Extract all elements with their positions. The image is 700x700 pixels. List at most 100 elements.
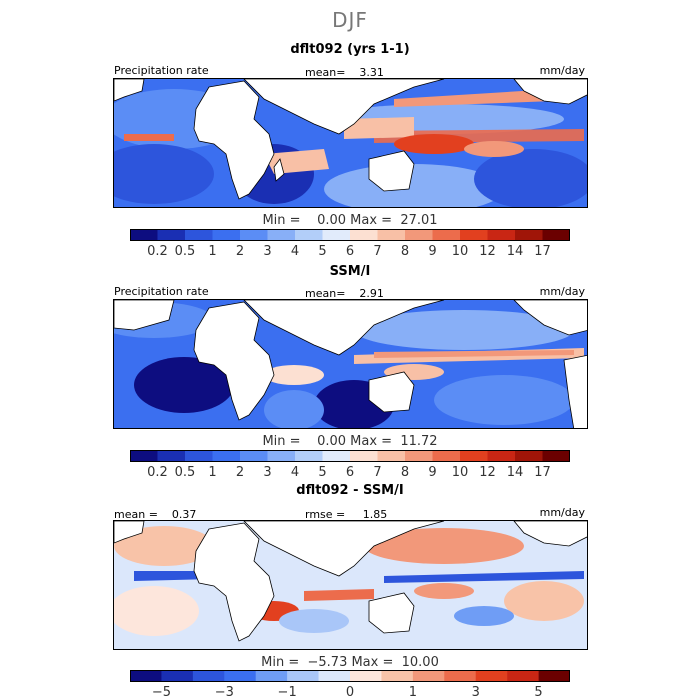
colorbar-swatch — [161, 670, 194, 682]
colorbar-swatch — [515, 450, 543, 462]
panel-3-minmax: Min = −5.73 Max = 10.00 — [261, 655, 439, 670]
colorbar-tick-label: 7 — [373, 465, 381, 478]
colorbar-tick-label: 7 — [373, 244, 381, 257]
colorbar-tick-label: 9 — [428, 244, 436, 257]
panel-3-map — [113, 520, 588, 650]
colorbar-tick-label: 12 — [479, 465, 496, 478]
panel-1-colorbar: 0.2 0.5 1 2 3 4 5 6 7 8 9 10 12 14 17 — [130, 229, 570, 257]
panel-1-minmax: Min = 0.00 Max = 27.01 — [262, 213, 438, 228]
colorbar-tick-label: 1 — [409, 685, 417, 698]
colorbar-swatch — [267, 450, 296, 462]
panel-1-stat: mean= 3.31 — [305, 66, 384, 79]
panel-1-title: dflt092 (yrs 1-1) — [290, 42, 410, 57]
colorbar-tick-label: 8 — [401, 244, 409, 257]
colorbar-swatch — [295, 450, 323, 462]
colorbar-tick-label: 6 — [346, 244, 354, 257]
panel-3-colorbar: −5 −3 −1 0 1 3 5 — [130, 670, 570, 698]
panel-3-left-label: mean = 0.37 — [114, 508, 197, 521]
colorbar-tick-label: 0.5 — [175, 244, 196, 257]
colorbar-swatch — [212, 450, 241, 462]
colorbar-swatch — [157, 229, 186, 241]
colorbar-swatch — [487, 229, 516, 241]
colorbar-swatch — [185, 450, 213, 462]
colorbar-tick-label: 6 — [346, 465, 354, 478]
colorbar-swatch — [130, 229, 158, 241]
colorbar-swatch — [318, 670, 351, 682]
colorbar-tick-label: 1 — [208, 465, 216, 478]
panel-2-stat: mean= 2.91 — [305, 287, 384, 300]
colorbar-tick-label: 3 — [263, 465, 271, 478]
colorbar-tick-label: 3 — [472, 685, 480, 698]
colorbar-tick-label: 3 — [263, 244, 271, 257]
colorbar-tick-label: 0 — [346, 685, 354, 698]
colorbar-swatch — [130, 450, 158, 462]
colorbar-tick-label: 8 — [401, 465, 409, 478]
colorbar-tick-label: 5 — [318, 465, 326, 478]
colorbar-swatch — [412, 670, 445, 682]
colorbar-swatch — [542, 229, 570, 241]
colorbar-swatch — [432, 229, 461, 241]
panel-3-title: dflt092 - SSM/I — [296, 483, 404, 498]
panel-3-units: mm/day — [539, 506, 585, 519]
colorbar-tick-label: 0.2 — [147, 465, 168, 478]
panel-1-map — [113, 78, 588, 208]
colorbar-tick-label: 5 — [534, 685, 542, 698]
colorbar-frame — [130, 450, 570, 462]
colorbar-swatch — [130, 670, 162, 682]
season-title: DJF — [332, 8, 368, 32]
colorbar-swatch — [157, 450, 186, 462]
colorbar-swatch — [192, 670, 225, 682]
colorbar-tick-label: 12 — [479, 244, 496, 257]
colorbar-tick-label: 14 — [507, 465, 524, 478]
colorbar-swatch — [487, 450, 516, 462]
colorbar-swatch — [322, 229, 351, 241]
panel-2-map — [113, 299, 588, 429]
colorbar-swatch — [350, 450, 378, 462]
colorbar-swatch — [350, 670, 382, 682]
colorbar-tick-label: 9 — [428, 465, 436, 478]
colorbar-tick-label: 0.2 — [147, 244, 168, 257]
panel-3-stat: rmse = 1.85 — [305, 508, 388, 521]
colorbar-tick-label: 2 — [236, 244, 244, 257]
colorbar-swatch — [224, 670, 257, 682]
colorbar-tick-label: 14 — [507, 244, 524, 257]
colorbar-swatch — [267, 229, 296, 241]
colorbar-swatch — [475, 670, 508, 682]
colorbar-swatch — [515, 229, 543, 241]
colorbar-swatch — [350, 229, 378, 241]
colorbar-tick-label: −5 — [152, 685, 171, 698]
colorbar-swatch — [212, 229, 241, 241]
colorbar-tick-label: 5 — [318, 244, 326, 257]
colorbar-swatch — [405, 229, 433, 241]
colorbar-swatch — [287, 670, 319, 682]
colorbar-swatch — [542, 450, 570, 462]
colorbar-swatch — [255, 670, 288, 682]
colorbar-tick-label: 4 — [291, 244, 299, 257]
colorbar-swatch — [444, 670, 477, 682]
panel-2-colorbar: 0.2 0.5 1 2 3 4 5 6 7 8 9 10 12 14 17 — [130, 450, 570, 478]
colorbar-tick-label: −3 — [215, 685, 234, 698]
colorbar-tick-label: 1 — [208, 244, 216, 257]
colorbar-tick-label: 17 — [534, 465, 551, 478]
panel-2-units: mm/day — [539, 285, 585, 298]
colorbar-swatch — [381, 670, 414, 682]
colorbar-swatch — [377, 229, 406, 241]
colorbar-swatch — [460, 450, 488, 462]
colorbar-swatch — [507, 670, 539, 682]
panel-2-left-label: Precipitation rate — [114, 285, 209, 298]
colorbar-swatch — [185, 229, 213, 241]
panel-2-title: SSM/I — [329, 264, 371, 279]
colorbar-tick-label: 17 — [534, 244, 551, 257]
colorbar-tick-label: 10 — [452, 244, 469, 257]
panel-1-left-label: Precipitation rate — [114, 64, 209, 77]
colorbar-swatch — [240, 450, 268, 462]
colorbar-swatch — [322, 450, 351, 462]
colorbar-tick-label: 2 — [236, 465, 244, 478]
colorbar-swatch — [240, 229, 268, 241]
colorbar-tick-label: −1 — [278, 685, 297, 698]
colorbar-frame — [130, 229, 570, 241]
colorbar-swatch — [377, 450, 406, 462]
colorbar-swatch — [460, 229, 488, 241]
panel-2-minmax: Min = 0.00 Max = 11.72 — [262, 434, 438, 449]
colorbar-swatch — [538, 670, 570, 682]
